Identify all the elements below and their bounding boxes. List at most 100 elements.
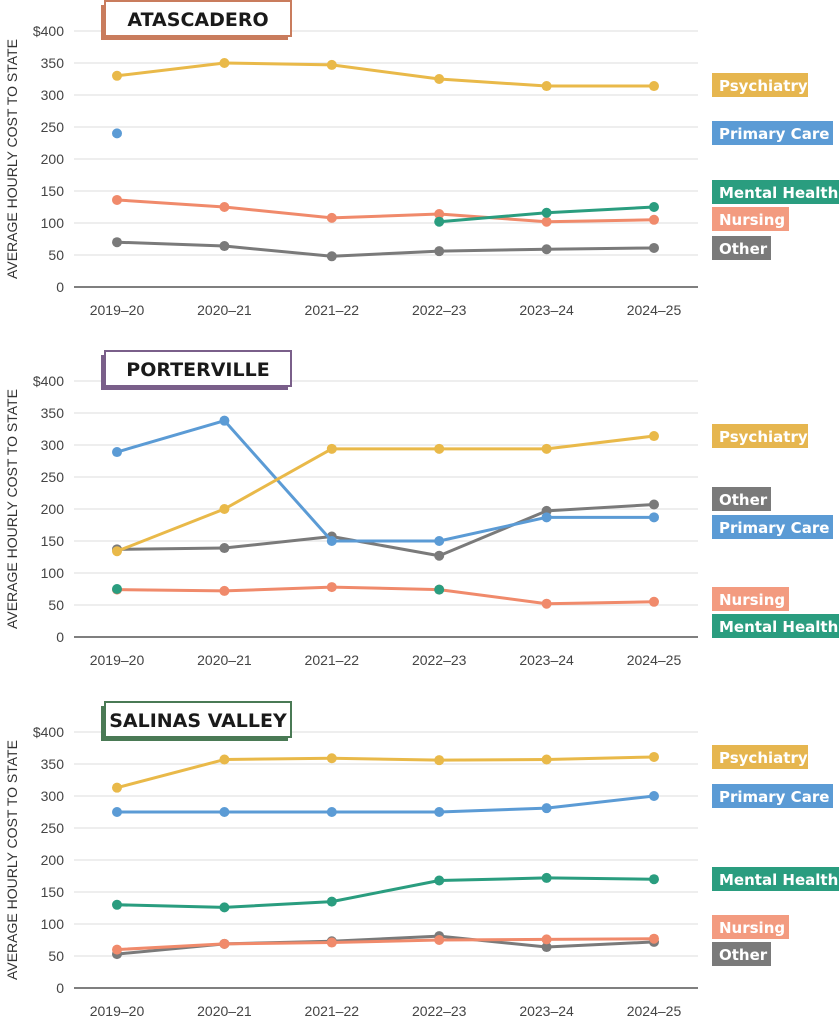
line-segment-other [115, 546, 226, 551]
x-tick-label: 2021–22 [305, 1003, 360, 1019]
line-segment-nursing [545, 937, 656, 941]
x-tick-label: 2022–23 [412, 652, 467, 668]
line-segment-other [222, 535, 334, 550]
panel-porterville: 0 50 100 150 200 250 300 350 $400 2019–20 2020–21 2… [4, 350, 839, 668]
y-tick-label: 100 [41, 215, 65, 231]
x-tick-label: 2019–20 [90, 652, 145, 668]
legend-label-psychiatry: Psychiatry [719, 77, 808, 95]
line-segment-primary-care [437, 806, 549, 814]
data-point-psychiatry [326, 59, 337, 70]
data-point-primary-care [326, 536, 337, 546]
legend-swatch-mental-health [712, 867, 839, 891]
y-tick-label: 250 [41, 469, 65, 485]
legend-label-other: Other [719, 491, 768, 509]
legend-label-mental-health: Mental Health [719, 871, 838, 889]
legend-swatch-other [712, 942, 771, 966]
legend-label-mental-health: Mental Health [719, 618, 838, 636]
y-tick-label: 100 [41, 916, 65, 932]
panel-title: SALINAS VALLEY [109, 710, 287, 732]
data-point-nursing [541, 216, 552, 227]
legend-label-nursing: Nursing [719, 591, 785, 609]
y-tick-label: 100 [41, 565, 65, 581]
y-axis-label: AVERAGE HOURLY COST TO STATE [4, 740, 20, 980]
line-segment-nursing [545, 600, 656, 606]
line-segment-nursing [437, 937, 549, 942]
data-point-mental-health [112, 899, 122, 910]
data-point-psychiatry [541, 754, 552, 765]
line-segment-mental-health [545, 205, 656, 215]
y-tick-label: 150 [41, 533, 65, 549]
x-tick-label: 2023–24 [519, 1003, 574, 1019]
legend-swatch-other [712, 487, 771, 511]
y-tick-label: 250 [41, 820, 65, 836]
line-segment-nursing [115, 942, 226, 952]
line-segment-mental-health [437, 211, 549, 224]
data-point-primary-care [112, 807, 122, 817]
x-tick-label: 2021–22 [305, 302, 360, 318]
data-point-nursing [219, 938, 230, 949]
x-tick-label: 2020–21 [197, 652, 252, 668]
line-segment-nursing [115, 198, 226, 209]
line-segment-psychiatry [222, 756, 334, 762]
line-segment-other [545, 503, 656, 513]
line-segment-psychiatry [330, 63, 441, 81]
data-point-mental-health [541, 872, 552, 883]
line-segment-psychiatry [222, 61, 334, 67]
line-segment-psychiatry [545, 755, 656, 762]
legend-swatch-nursing [712, 587, 789, 611]
legend-label-mental-health: Mental Health [719, 184, 838, 202]
legend-label-psychiatry: Psychiatry [719, 428, 808, 446]
legend-swatch-primary-care [712, 121, 833, 145]
data-point-primary-care [112, 128, 122, 139]
data-point-mental-health [434, 875, 445, 886]
x-tick-label: 2023–24 [519, 302, 574, 318]
y-tick-label: 200 [41, 501, 65, 517]
data-point-other [326, 251, 337, 262]
data-point-nursing [326, 937, 337, 948]
y-tick-label: 300 [41, 87, 65, 103]
data-point-nursing [326, 582, 337, 593]
y-tick-label: 150 [41, 183, 65, 199]
legend-label-primary-care: Primary Care [719, 788, 829, 806]
legend-label-primary-care: Primary Care [719, 125, 829, 143]
data-point-mental-health [541, 207, 552, 218]
y-tick-label: 0 [56, 279, 64, 295]
data-point-psychiatry [326, 753, 337, 764]
line-segment-mental-health [330, 878, 441, 904]
y-tick-label: 0 [56, 980, 64, 996]
legend-swatch-psychiatry [712, 745, 808, 769]
title-box [104, 350, 292, 387]
line-segment-mental-health [222, 900, 334, 909]
x-tick-label: 2023–24 [519, 652, 574, 668]
y-tick-label: 250 [41, 119, 65, 135]
data-point-mental-health [434, 216, 445, 227]
x-tick-label: 2019–20 [90, 1003, 145, 1019]
line-segment-nursing [222, 941, 334, 946]
line-segment-psychiatry [545, 434, 656, 451]
data-point-other [649, 499, 659, 510]
data-point-psychiatry [649, 81, 659, 92]
line-segment-nursing [115, 588, 226, 593]
x-tick-label: 2021–22 [305, 652, 360, 668]
data-point-other [434, 246, 445, 257]
data-point-nursing [219, 585, 230, 596]
data-point-other [219, 543, 230, 554]
data-point-primary-care [219, 415, 230, 426]
data-point-psychiatry [219, 504, 230, 514]
panel-atascadero: 0 50 100 150 200 250 300 350 $400 2019–20 2020–21 2… [4, 0, 839, 318]
data-point-nursing [649, 933, 659, 944]
y-tick-label: 200 [41, 151, 65, 167]
x-tick-label: 2024–25 [627, 652, 682, 668]
y-tick-label: $400 [33, 724, 64, 740]
data-point-psychiatry [219, 58, 230, 68]
legend-label-psychiatry: Psychiatry [719, 749, 808, 767]
data-point-nursing [649, 596, 659, 607]
line-segment-other [330, 535, 441, 558]
legend-swatch-nursing [712, 207, 789, 231]
line-segment-mental-health [437, 876, 549, 882]
data-point-other [112, 237, 122, 248]
y-axis-label: AVERAGE HOURLY COST TO STATE [4, 39, 20, 279]
line-segment-other [545, 940, 656, 949]
line-segment-psychiatry [115, 61, 226, 78]
legend-swatch-mental-health [712, 614, 839, 638]
